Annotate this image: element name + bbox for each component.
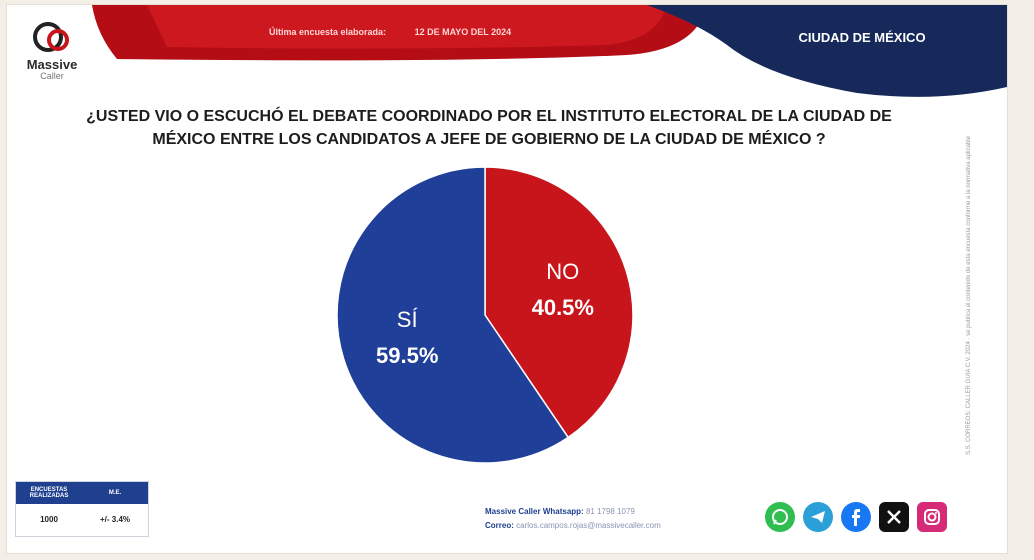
instagram-icon[interactable] [917,502,947,532]
whatsapp-icon[interactable] [765,502,795,532]
stats-header-margin: M.E. [108,490,122,496]
side-legal-text: S.S. CORREOS: CALLER GUIA C.V. 2024 · se… [966,136,972,455]
survey-date-label: Última encuesta elaborada: [269,27,387,37]
survey-date-value: 12 DE MAYO DEL 2024 [414,27,512,37]
stats-margin-value: +/- 3.4% [99,514,130,524]
question-line-1: ¿USTED VIO O ESCUCHÓ EL DEBATE COORDINAD… [86,108,892,125]
whatsapp-label: Massive Caller Whatsapp: [485,507,584,516]
survey-slide: Massive Caller Última encuesta elaborada… [6,4,1008,554]
survey-question: ¿USTED VIO O ESCUCHÓ EL DEBATE COORDINAD… [19,105,959,151]
contact-info: Massive Caller Whatsapp: 81 1798 1079 Co… [485,505,661,533]
whatsapp-line: Massive Caller Whatsapp: 81 1798 1079 [485,505,661,519]
pie-slice-si [336,166,570,464]
logo-mark-icon [33,22,69,52]
slice-label-si: SÍ [397,307,419,332]
whatsapp-number[interactable]: 81 1798 1079 [585,507,635,516]
pie-chart: NO 40.5% SÍ 59.5% [336,166,634,464]
brand-sub: Caller [40,71,64,81]
region-title: CIUDAD DE MÉXICO [798,30,926,45]
email-line: Correo: carlos.campos.rojas@massivecalle… [485,519,661,533]
brand-name: Massive [26,57,78,72]
header-banner [92,5,1007,97]
slice-value-no: 40.5% [532,295,594,320]
slice-label-no: NO [546,259,579,284]
pie-slice-no [484,166,634,439]
stats-surveys-value: 1000 [40,514,58,524]
stats-row: 1000 +/- 3.4% [16,504,148,534]
slice-value-si: 59.5% [376,343,438,368]
facebook-icon[interactable] [841,502,871,532]
massive-caller-logo: Massive Caller [17,19,87,83]
social-icons [765,502,947,532]
email-address[interactable]: carlos.campos.rojas@massivecaller.com [516,521,661,530]
x-icon[interactable] [879,502,909,532]
question-line-2: MÉXICO ENTRE LOS CANDIDATOS A JEFE DE GO… [152,131,826,148]
email-label: Correo: [485,521,514,530]
sample-stats-table: ENCUESTAS REALIZADAS M.E. 1000 +/- 3.4% [15,481,149,537]
telegram-icon[interactable] [803,502,833,532]
side-legal-note: S.S. CORREOS: CALLER GUIA C.V. 2024 · se… [952,125,982,455]
stats-header-surveys: ENCUESTAS REALIZADAS [29,487,69,499]
stats-header: ENCUESTAS REALIZADAS M.E. [16,482,148,504]
survey-date-line: Última encuesta elaborada: 12 DE MAYO DE… [269,27,511,37]
